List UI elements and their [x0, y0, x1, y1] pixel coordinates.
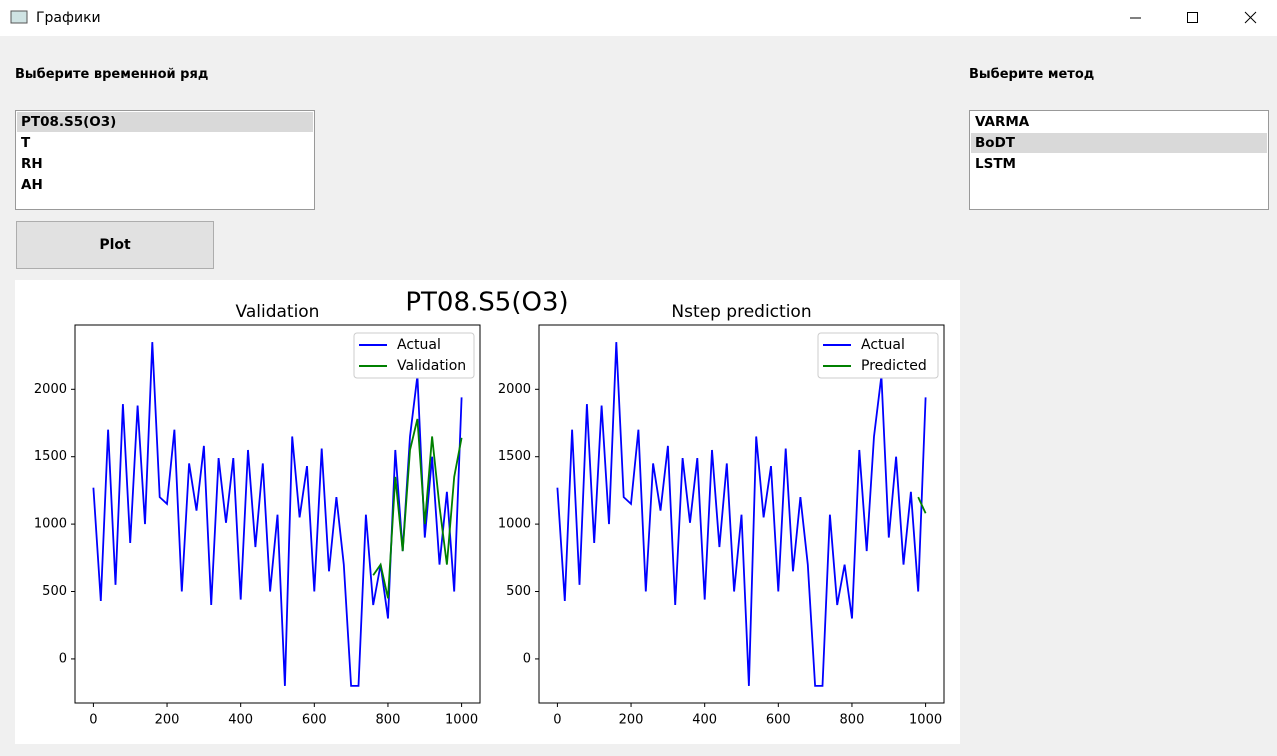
y-tick-label: 1500	[498, 449, 531, 464]
x-tick-label: 800	[840, 713, 865, 728]
chart-title: Nstep prediction	[671, 302, 811, 322]
y-tick-label: 1500	[34, 449, 67, 464]
series-line	[556, 342, 927, 687]
x-tick-label: 0	[553, 713, 561, 728]
list-item[interactable]: LSTM	[975, 156, 1016, 172]
plot-button[interactable]: Plot	[16, 221, 214, 269]
list-item[interactable]: BoDT	[971, 133, 1267, 153]
legend-label: Validation	[397, 358, 466, 374]
series-line	[917, 496, 927, 514]
series-line	[92, 342, 463, 687]
x-tick-label: 600	[302, 713, 327, 728]
y-tick-label: 500	[42, 584, 67, 599]
x-tick-label: 200	[619, 713, 644, 728]
window-controls	[10, 10, 1257, 24]
list-item[interactable]: PT08.S5(O3)	[17, 112, 313, 132]
y-tick-label: 1000	[498, 517, 531, 532]
close[interactable]	[1244, 11, 1257, 24]
legend: Actual Validation	[353, 332, 475, 379]
y-tick-label: 1000	[34, 517, 67, 532]
x-tick-label: 1000	[909, 713, 942, 728]
series-label: Выберите временной ряд	[15, 67, 209, 82]
window-title: Графики	[36, 10, 101, 26]
legend: Actual Predicted	[817, 332, 939, 379]
legend-label: Actual	[861, 337, 905, 353]
legend-label: Predicted	[861, 358, 927, 374]
y-tick-label: 0	[59, 651, 67, 666]
maximize[interactable]	[1187, 12, 1198, 23]
axes-frame	[74, 324, 481, 704]
list-item[interactable]: VARMA	[975, 114, 1030, 130]
series-list[interactable]: PT08.S5(O3) T RH AH	[15, 110, 315, 210]
x-tick-label: 800	[376, 713, 401, 728]
x-tick-label: 0	[89, 713, 97, 728]
series-line	[372, 418, 463, 599]
x-tick-label: 1000	[445, 713, 478, 728]
chart-title: Validation	[236, 302, 320, 322]
figure: PT08.S5(O3) Validation 0 200 400 600 800 1000 0…	[15, 280, 960, 744]
figure-title: PT08.S5(O3)	[405, 288, 568, 318]
x-tick-label: 200	[155, 713, 180, 728]
method-list[interactable]: VARMA BoDT LSTM	[969, 110, 1269, 210]
x-tick-label: 600	[766, 713, 791, 728]
title-bar: Графики	[0, 0, 1277, 36]
y-tick-label: 500	[506, 584, 531, 599]
list-item[interactable]: AH	[21, 177, 43, 193]
axes-frame	[538, 324, 945, 704]
y-tick-label: 0	[523, 651, 531, 666]
legend-label: Actual	[397, 337, 441, 353]
list-item[interactable]: RH	[21, 156, 43, 172]
method-label: Выберите метод	[969, 67, 1095, 82]
y-tick-label: 2000	[34, 382, 67, 397]
x-tick-label: 400	[228, 713, 253, 728]
list-item[interactable]: T	[21, 135, 31, 151]
app-icon	[10, 10, 28, 24]
x-tick-label: 400	[692, 713, 717, 728]
y-tick-label: 2000	[498, 382, 531, 397]
